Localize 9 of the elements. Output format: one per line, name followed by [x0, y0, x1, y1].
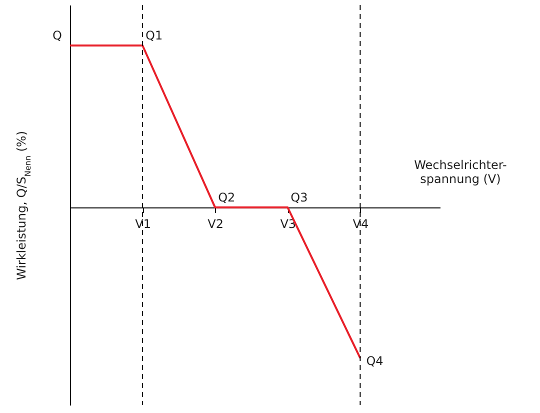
- annotation: Q1: [146, 28, 163, 42]
- x-tick-label: V1: [135, 216, 151, 231]
- x-tick-label: V4: [352, 216, 369, 231]
- annotation: Q3: [290, 190, 308, 204]
- x-axis-title: Wechselrichter- spannung (V): [414, 158, 507, 186]
- annotation: Q4: [366, 354, 384, 368]
- text: Q: [52, 28, 62, 42]
- annotation: Q2: [218, 190, 236, 204]
- x-tick-label: V2: [208, 216, 224, 231]
